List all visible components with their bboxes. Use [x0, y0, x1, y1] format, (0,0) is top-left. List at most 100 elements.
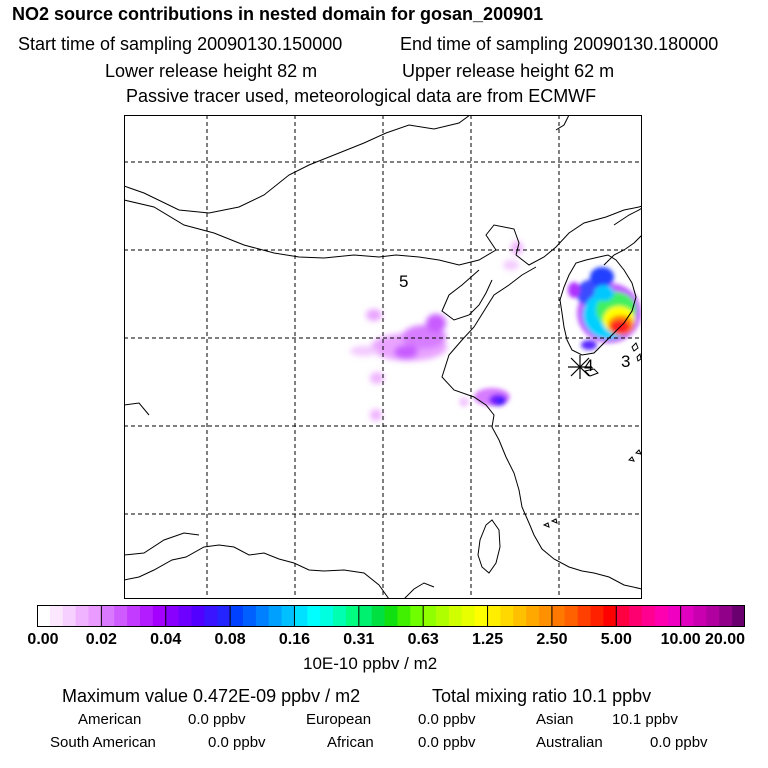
colorbar-swatch	[410, 606, 424, 626]
colorbar-swatch	[152, 606, 167, 626]
map-label-4: 4	[584, 356, 593, 375]
figure-title: NO2 source contributions in nested domai…	[12, 4, 544, 24]
colorbar-swatch	[397, 606, 411, 626]
african-label: African	[327, 734, 374, 751]
colorbar-swatch	[551, 606, 566, 626]
map-label-5: 5	[399, 272, 408, 291]
colorbar-swatch	[384, 606, 398, 626]
colorbar-swatch	[165, 606, 179, 626]
end-time: End time of sampling 20090130.180000	[400, 34, 719, 54]
colorbar-swatch	[320, 606, 334, 626]
colorbar-swatch	[693, 606, 707, 626]
colorbar-swatch	[603, 606, 617, 626]
colorbar-swatch	[49, 606, 64, 626]
map-label-3: 3	[621, 352, 630, 371]
map-panel: 5 4 3	[124, 115, 642, 599]
colorbar-swatch	[436, 606, 450, 626]
lat-lon-grid	[124, 115, 642, 599]
colorbar-swatch	[114, 606, 128, 626]
colorbar-swatch	[732, 606, 745, 626]
asian-label: Asian	[536, 711, 574, 728]
european-value: 0.0 ppbv	[418, 711, 476, 728]
south-american-label: South American	[50, 734, 156, 751]
max-value: Maximum value 0.472E-09 ppbv / m2	[62, 686, 361, 706]
colorbar-swatch	[230, 606, 244, 626]
colorbar-swatch	[423, 606, 437, 626]
colorbar-swatch	[590, 606, 604, 626]
colorbar-swatch	[307, 606, 321, 626]
colorbar-tick-label: 0.00	[27, 631, 59, 648]
colorbar-swatch	[37, 606, 51, 626]
map-frame	[124, 115, 642, 599]
start-time: Start time of sampling 20090130.150000	[18, 34, 343, 54]
colorbar-tick-label: 20.00	[704, 631, 746, 648]
colorbar-swatch	[268, 606, 282, 626]
colorbar-swatch	[62, 606, 77, 626]
colorbar-swatch	[680, 606, 694, 626]
colorbar-tick-label: 0.02	[85, 631, 117, 648]
colorbar-swatch	[706, 606, 720, 626]
colorbar-tick-label: 0.16	[278, 631, 311, 648]
asian-value: 10.1 ppbv	[612, 711, 678, 728]
colorbar-swatch	[642, 606, 656, 626]
colorbar-swatch	[204, 606, 218, 626]
lower-release-height: Lower release height 82 m	[105, 61, 318, 81]
colorbar-swatch	[719, 606, 733, 626]
colorbar-swatch	[667, 606, 682, 626]
region-outline	[124, 115, 570, 315]
colorbar-swatch	[500, 606, 514, 626]
colorbar-swatch	[101, 606, 115, 626]
colorbar-swatch	[281, 606, 295, 626]
colorbar-swatch	[178, 606, 192, 626]
colorbar-swatch	[526, 606, 540, 626]
colorbar-swatch	[577, 606, 591, 626]
plume-korea	[568, 267, 641, 350]
colorbar-swatch	[139, 606, 154, 626]
colorbar-swatch	[75, 606, 89, 626]
colorbar-tick-label: 5.00	[600, 631, 632, 648]
colorbar-swatch	[616, 606, 630, 626]
colorbar-swatch	[345, 606, 360, 626]
colorbar-units: 10E-10 ppbv / m2	[303, 654, 438, 673]
colorbar-tick-label: 1.25	[471, 631, 504, 648]
colorbar-swatch	[88, 606, 102, 626]
american-label: American	[78, 711, 142, 728]
colorbar-swatch	[371, 606, 385, 626]
american-value: 0.0 ppbv	[188, 711, 246, 728]
colorbar-tick-label: 0.31	[343, 631, 375, 648]
colorbar-swatch	[294, 606, 308, 626]
colorbar-swatch	[461, 606, 476, 626]
colorbar-swatch	[539, 606, 553, 626]
south-american-value: 0.0 ppbv	[208, 734, 266, 751]
colorbar-swatch	[242, 606, 257, 626]
colorbar-swatch	[191, 606, 205, 626]
colorbar-tick-label: 10.00	[660, 631, 701, 648]
colorbar-swatch	[629, 606, 643, 626]
colorbar-swatch	[564, 606, 579, 626]
colorbar-swatch	[487, 606, 501, 626]
colorbar-swatch	[217, 606, 231, 626]
colorbar-swatch	[474, 606, 488, 626]
colorbar-swatch	[654, 606, 669, 626]
coastlines	[124, 115, 642, 599]
plume-china	[350, 241, 523, 421]
colorbar-tick-label: 0.08	[214, 631, 246, 648]
colorbar-swatch	[127, 606, 141, 626]
african-value: 0.0 ppbv	[418, 734, 476, 751]
australian-label: Australian	[536, 734, 603, 751]
colorbar-swatch	[358, 606, 373, 626]
european-label: European	[306, 711, 372, 728]
colorbar-tick-label: 0.63	[407, 631, 439, 648]
colorbar	[37, 605, 745, 627]
australian-value: 0.0 ppbv	[650, 734, 708, 751]
colorbar-swatch	[513, 606, 527, 626]
tracer-note: Passive tracer used, meteorological data…	[126, 86, 597, 106]
upper-release-height: Upper release height 62 m	[402, 61, 615, 81]
colorbar-tick-label: 0.04	[150, 631, 182, 648]
colorbar-swatch	[333, 606, 347, 626]
total-mixing-ratio: Total mixing ratio 10.1 ppbv	[432, 686, 652, 706]
star-icon	[568, 355, 592, 379]
colorbar-swatch	[448, 606, 463, 626]
plume-shanghai	[459, 388, 510, 407]
colorbar-tick-label: 2.50	[536, 631, 568, 648]
